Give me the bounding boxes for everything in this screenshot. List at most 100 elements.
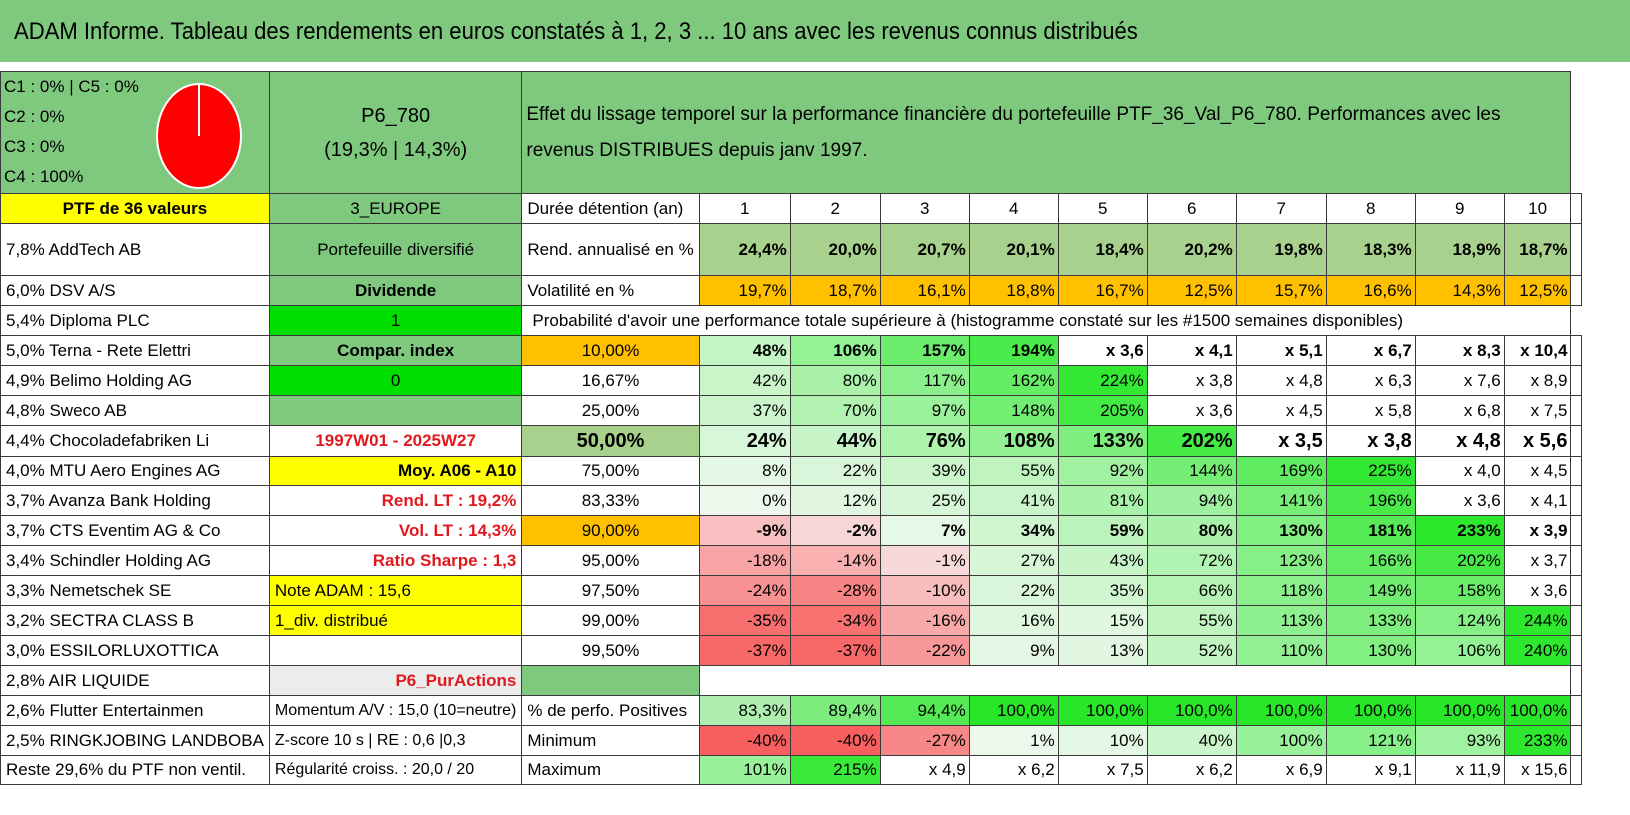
prob-cell: 55% <box>968 456 1059 486</box>
prob-cell: 70% <box>789 395 881 426</box>
prob-cell: x 10,4 <box>1503 335 1572 366</box>
rend-8: 18,3% <box>1325 223 1416 276</box>
empty-cell <box>1570 365 1583 396</box>
prob-cell: 124% <box>1414 605 1505 636</box>
prob-cell: 25% <box>879 485 970 516</box>
probability-header: Probabilité d'avoir une performance tota… <box>521 305 1572 336</box>
prob-cell: -9% <box>698 515 791 546</box>
vol-5: 16,7% <box>1057 275 1148 306</box>
prob-cell: x 4,1 <box>1503 485 1572 516</box>
prob-cell: 141% <box>1235 485 1327 516</box>
max-cell: x 6,9 <box>1235 755 1327 785</box>
rend-4: 20,1% <box>968 223 1059 276</box>
holding-5: 4,9% Belimo Holding AG <box>0 365 270 396</box>
prob-cell: 35% <box>1057 575 1148 606</box>
min-cell: 10% <box>1057 725 1148 756</box>
prob-cell: 22% <box>968 575 1059 606</box>
flag-2: 0 <box>268 365 523 396</box>
holding-12: 3,3% Nemetschek SE <box>0 575 270 606</box>
duration-9: 9 <box>1414 193 1505 224</box>
duration-8: 8 <box>1325 193 1416 224</box>
period-range: 1997W01 - 2025W27 <box>268 425 523 457</box>
prob-cell: 8% <box>698 456 791 486</box>
min-cell: -40% <box>789 725 881 756</box>
prob-cell: 225% <box>1325 456 1416 486</box>
rend-lt: Rend. LT : 19,2% <box>268 485 523 516</box>
holding-7: 4,4% Chocoladefabriken Li <box>0 425 270 457</box>
empty-cell <box>1570 395 1583 426</box>
prob-row-median: 4,4% Chocoladefabriken Li 1997W01 - 2025… <box>0 425 1583 457</box>
prob-cell: -37% <box>698 635 791 666</box>
prob-row: 4,9% Belimo Holding AG 0 16,67% 42% 80% … <box>0 365 1583 396</box>
prob-cell: 158% <box>1414 575 1505 606</box>
vol-1: 19,7% <box>698 275 791 306</box>
moy-label: Moy. A06 - A10 <box>268 456 523 486</box>
regularite: Régularité croiss. : 20,0 / 20 <box>268 755 523 785</box>
prob-cell: 148% <box>968 395 1059 426</box>
max-cell: x 9,1 <box>1325 755 1416 785</box>
holdings-title: PTF de 36 valeurs <box>0 193 270 224</box>
prob-cell: 133% <box>1057 425 1148 457</box>
empty-info-cell <box>268 395 523 426</box>
prob-row: 3,4% Schindler Holding AG Ratio Sharpe :… <box>0 545 1583 576</box>
pos-cell: 100,0% <box>1057 695 1148 726</box>
prob-cell: -18% <box>698 545 791 576</box>
allocation-label-c1: C1 : 0% | C5 : 0% <box>4 77 139 96</box>
vol-6: 12,5% <box>1146 275 1237 306</box>
rend-5: 18,4% <box>1057 223 1148 276</box>
prob-row: 4,0% MTU Aero Engines AG Moy. A06 - A10 … <box>0 456 1583 486</box>
holding-2: 6,0% DSV A/S <box>0 275 270 306</box>
prob-cell: 118% <box>1235 575 1327 606</box>
vol-4: 18,8% <box>968 275 1059 306</box>
prob-cell: x 4,1 <box>1146 335 1237 366</box>
prob-cell: 16% <box>968 605 1059 636</box>
max-cell: x 6,2 <box>968 755 1059 785</box>
empty-cell <box>1570 456 1583 486</box>
min-cell: 1% <box>968 725 1059 756</box>
prob-cell: 37% <box>698 395 791 426</box>
portfolio-category: Dividende <box>268 275 523 306</box>
holding-1: 7,8% AddTech AB <box>0 223 270 276</box>
holding-14: 3,0% ESSILORLUXOTTICA <box>0 635 270 666</box>
prob-cell: x 4,8 <box>1414 425 1505 457</box>
empty-cell <box>1570 635 1583 666</box>
prob-cell: x 4,8 <box>1235 365 1327 396</box>
prob-cell: 162% <box>968 365 1059 396</box>
prob-pct: 10,00% <box>521 335 700 366</box>
empty-cell <box>1570 545 1583 576</box>
prob-cell: 12% <box>789 485 881 516</box>
minimum-label: Minimum <box>521 725 700 756</box>
duration-6: 6 <box>1146 193 1237 224</box>
max-cell: x 6,2 <box>1146 755 1237 785</box>
prob-cell: 157% <box>879 335 970 366</box>
empty-cell <box>1570 695 1583 726</box>
pos-cell: 100,0% <box>1146 695 1237 726</box>
prob-cell: 34% <box>968 515 1059 546</box>
region-label: 3_EUROPE <box>268 193 523 224</box>
holding-18: Reste 29,6% du PTF non ventil. <box>0 755 270 785</box>
vol-7: 15,7% <box>1235 275 1327 306</box>
rend-3: 20,7% <box>879 223 970 276</box>
prob-cell: x 4,5 <box>1503 456 1572 486</box>
prob-pct: 83,33% <box>521 485 700 516</box>
prob-cell: x 7,6 <box>1414 365 1505 396</box>
max-cell: 101% <box>698 755 791 785</box>
pos-cell: 83,3% <box>698 695 791 726</box>
vol-8: 16,6% <box>1325 275 1416 306</box>
max-cell: 215% <box>789 755 881 785</box>
prob-cell: 106% <box>789 335 881 366</box>
duration-4: 4 <box>968 193 1059 224</box>
vol-2: 18,7% <box>789 275 881 306</box>
max-cell: x 11,9 <box>1414 755 1505 785</box>
pos-cell: 89,4% <box>789 695 881 726</box>
holding-10: 3,7% CTS Eventim AG & Co <box>0 515 270 546</box>
pos-cell: 100,0% <box>1414 695 1505 726</box>
prob-cell: 244% <box>1503 605 1572 636</box>
min-cell: 121% <box>1325 725 1416 756</box>
prob-cell: 24% <box>698 425 791 457</box>
prob-cell: 166% <box>1325 545 1416 576</box>
duration-10: 10 <box>1503 193 1572 224</box>
holding-3: 5,4% Diploma PLC <box>0 305 270 336</box>
prob-cell: 181% <box>1325 515 1416 546</box>
